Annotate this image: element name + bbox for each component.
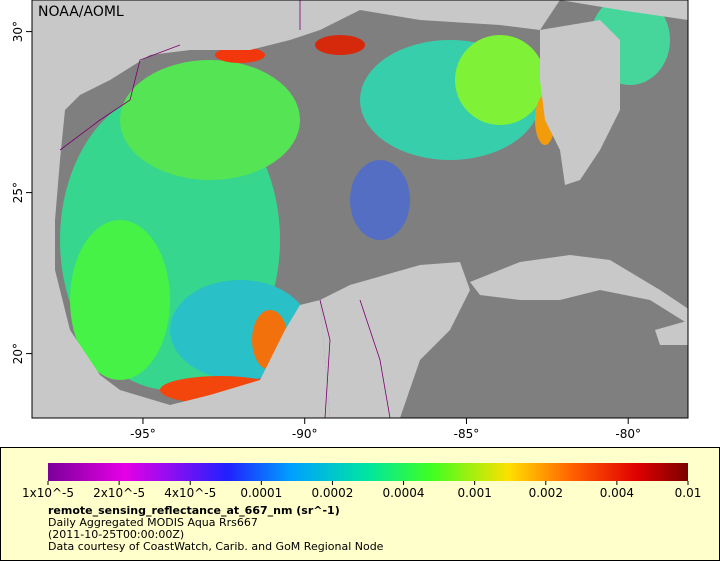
colorbar-labels: 1x10^-5 2x10^-5 4x10^-5 0.0001 0.0002 0.0004 0… xyxy=(22,481,701,500)
colorbar-label: 2x10^-5 xyxy=(93,486,145,500)
colorbar xyxy=(48,463,688,481)
florida xyxy=(540,20,620,185)
credit-label: NOAA/AOML xyxy=(38,4,124,20)
cuba xyxy=(470,255,688,324)
hispaniola xyxy=(655,320,688,345)
variable-name: remote_sensing_reflectance_at_667_nm (sr… xyxy=(48,504,340,517)
legend-line: (2011-10-25T00:00:00Z) xyxy=(48,528,184,541)
land xyxy=(32,0,688,418)
map-area: NOAA/AOML xyxy=(32,0,688,418)
colorbar-label: 0.01 xyxy=(675,486,702,500)
lat-tick-label: 25° xyxy=(11,182,25,203)
legend-line: Data courtesy of CoastWatch, Carib. and … xyxy=(48,540,384,553)
colorbar-label: 4x10^-5 xyxy=(164,486,216,500)
lon-tick-label: -90° xyxy=(292,427,318,441)
lon-tick-label: -85° xyxy=(454,427,480,441)
colorbar-label: 0.0004 xyxy=(383,486,425,500)
map-frame xyxy=(31,0,689,419)
axis-ticks: -95° -90° -85° -80° 20° 25° 30° xyxy=(11,21,641,441)
colorbar-label: 0.0002 xyxy=(311,486,353,500)
yucatan xyxy=(320,262,470,418)
lat-tick-label: 30° xyxy=(11,21,25,42)
legend-line: Daily Aggregated MODIS Aqua Rrs667 xyxy=(48,516,258,529)
colorbar-label: 0.0001 xyxy=(240,486,282,500)
data-patches xyxy=(60,0,670,404)
lat-tick-label: 20° xyxy=(11,343,25,364)
colorbar-label: 0.001 xyxy=(457,486,491,500)
colorbar-label: 0.002 xyxy=(529,486,563,500)
lon-tick-label: -95° xyxy=(130,427,156,441)
borders xyxy=(59,0,391,418)
colorbar-label: 1x10^-5 xyxy=(22,486,74,500)
continent xyxy=(32,0,688,418)
colorbar-label: 0.004 xyxy=(600,486,634,500)
lon-tick-label: -80° xyxy=(615,427,641,441)
